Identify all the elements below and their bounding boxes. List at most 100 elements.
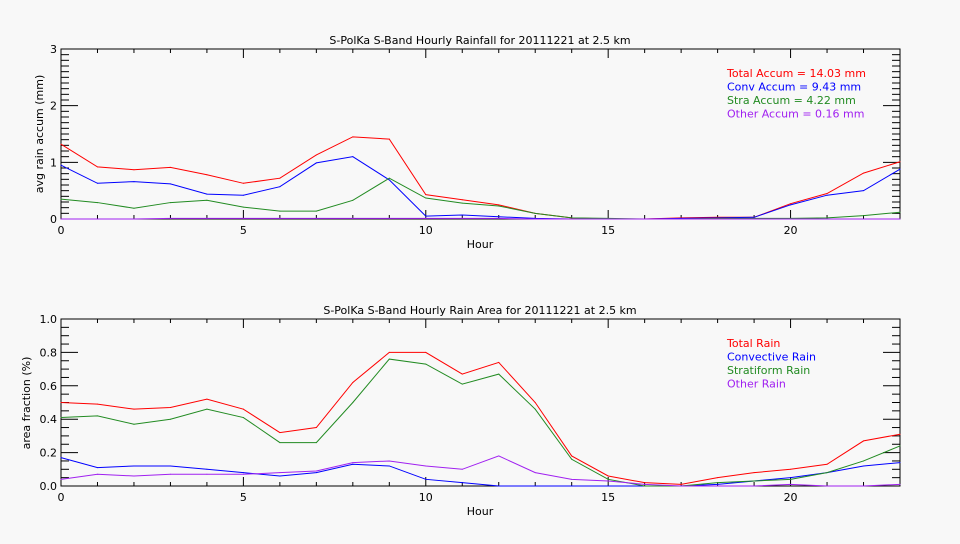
bottom-chart: S-PolKa S-Band Hourly Rain Area for 2011…: [20, 304, 901, 518]
data-point: [388, 177, 390, 179]
data-point: [498, 455, 500, 457]
data-point: [498, 361, 500, 363]
data-point: [279, 432, 281, 434]
legend-entry: Total Accum = 14.03 mm: [726, 67, 866, 80]
data-point: [461, 373, 463, 375]
data-point: [461, 217, 463, 219]
data-point: [571, 478, 573, 480]
x-tick-label: 10: [419, 491, 433, 504]
data-point: [352, 199, 354, 201]
data-point: [206, 473, 208, 475]
series-line-2: [60, 177, 901, 220]
data-point: [133, 465, 135, 467]
data-point: [461, 482, 463, 484]
data-point: [899, 462, 901, 464]
data-point: [571, 458, 573, 460]
data-point: [717, 477, 719, 479]
data-point: [863, 460, 865, 462]
data-point: [425, 478, 427, 480]
data-point: [899, 218, 901, 220]
top-chart-ylabel: avg rain accum (mm): [33, 75, 46, 194]
data-point: [826, 217, 828, 219]
data-point: [206, 468, 208, 470]
data-point: [717, 482, 719, 484]
data-point: [498, 217, 500, 219]
data-point: [96, 473, 98, 475]
data-point: [425, 465, 427, 467]
data-point: [899, 211, 901, 213]
data-point: [899, 161, 901, 163]
data-point: [60, 402, 62, 403]
x-tick-label: 5: [240, 224, 247, 237]
data-point: [388, 460, 390, 462]
top-chart-title: S-PolKa S-Band Hourly Rainfall for 20111…: [329, 34, 630, 47]
data-point: [133, 207, 135, 209]
data-point: [133, 169, 135, 171]
data-point: [206, 199, 208, 201]
y-tick-label: 0: [50, 213, 57, 226]
data-point: [388, 217, 390, 219]
data-point: [169, 202, 171, 204]
data-point: [498, 204, 500, 206]
data-point: [790, 478, 792, 480]
data-point: [571, 455, 573, 457]
data-point: [753, 472, 755, 474]
data-point: [60, 198, 62, 200]
x-tick-label: 5: [240, 491, 247, 504]
data-point: [206, 193, 208, 195]
data-point: [279, 217, 281, 219]
data-point: [863, 465, 865, 467]
data-point: [169, 407, 171, 409]
data-point: [206, 408, 208, 410]
data-point: [826, 194, 828, 196]
data-point: [315, 427, 317, 429]
data-point: [899, 433, 901, 435]
y-tick-label: 0.6: [40, 380, 58, 393]
data-point: [498, 373, 500, 375]
data-point: [607, 475, 609, 477]
data-point: [461, 202, 463, 204]
data-point: [680, 485, 682, 487]
data-point: [96, 403, 98, 405]
data-point: [169, 473, 171, 475]
data-point: [680, 218, 682, 220]
data-point: [133, 423, 135, 425]
top-chart: S-PolKa S-Band Hourly Rainfall for 20111…: [33, 34, 901, 251]
data-point: [790, 483, 792, 485]
data-point: [498, 485, 500, 487]
data-point: [607, 218, 609, 220]
data-point: [206, 174, 208, 176]
data-point: [242, 417, 244, 419]
y-tick-label: 0.4: [40, 413, 58, 426]
data-point: [242, 182, 244, 184]
data-point: [60, 457, 62, 459]
data-point: [461, 383, 463, 385]
data-point: [315, 162, 317, 164]
bottom-chart-ylabel: area fraction (%): [20, 357, 33, 450]
data-point: [60, 218, 62, 220]
x-tick-label: 0: [58, 491, 65, 504]
data-point: [169, 166, 171, 168]
data-point: [133, 475, 135, 477]
data-point: [425, 194, 427, 196]
y-tick-label: 0.8: [40, 346, 58, 359]
series-line-1: [60, 457, 901, 487]
top-chart-xlabel: Hour: [467, 238, 494, 251]
data-point: [571, 485, 573, 487]
data-point: [863, 440, 865, 442]
data-point: [826, 472, 828, 474]
x-tick-label: 15: [601, 224, 615, 237]
data-point: [315, 217, 317, 219]
data-point: [352, 156, 354, 158]
data-point: [753, 216, 755, 218]
data-point: [169, 418, 171, 420]
data-point: [826, 485, 828, 487]
data-point: [388, 358, 390, 360]
legend-entry: Other Rain: [727, 378, 786, 391]
series-line-0: [60, 351, 901, 485]
data-point: [534, 472, 536, 474]
series-line-3: [61, 217, 900, 220]
y-tick-label: 0.2: [40, 447, 58, 460]
data-point: [315, 154, 317, 156]
